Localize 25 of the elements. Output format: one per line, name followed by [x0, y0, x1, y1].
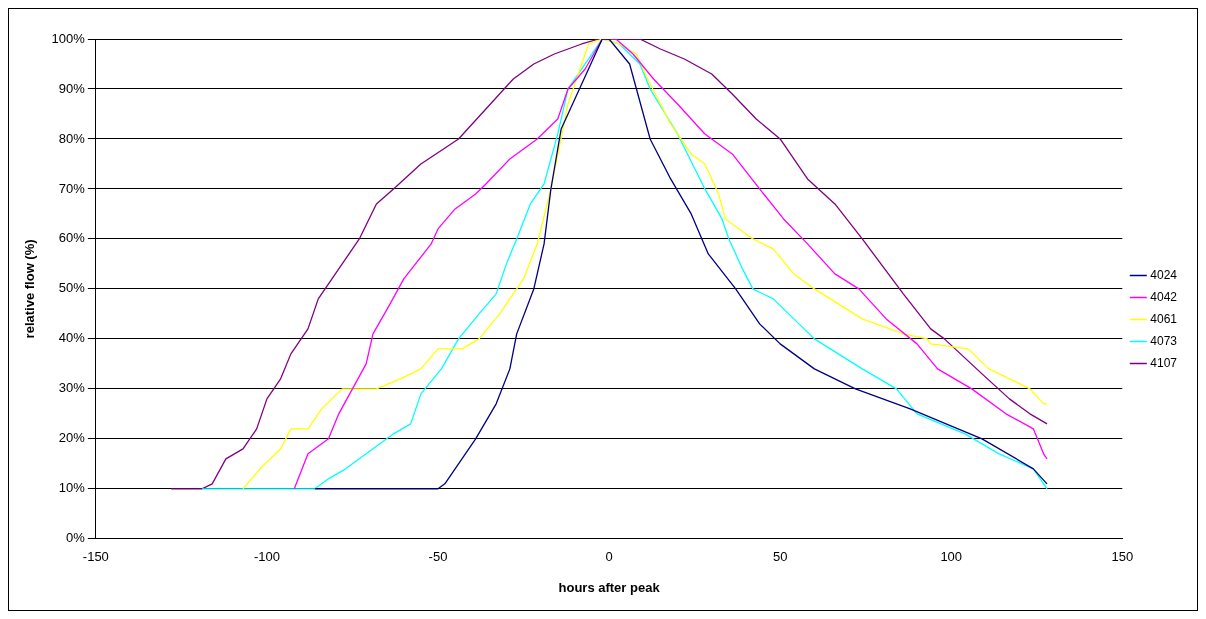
- legend-label: 4061: [1150, 311, 1178, 326]
- y-tick-label: 50%: [58, 280, 86, 296]
- x-tick-label: 150: [1111, 549, 1134, 565]
- legend-label: 4024: [1150, 267, 1178, 282]
- y-tick-label: 100%: [51, 30, 86, 46]
- x-tick-label: -100: [253, 549, 280, 565]
- x-tick-label: 50: [772, 549, 788, 565]
- x-axis-title: hours after peak: [558, 579, 661, 595]
- y-tick-label: 30%: [58, 380, 86, 396]
- y-tick-label: 20%: [58, 430, 86, 446]
- y-tick-label: 10%: [58, 480, 86, 496]
- x-tick-label: -50: [428, 549, 448, 565]
- legend-label: 4073: [1150, 333, 1178, 348]
- x-tick-label: 0: [605, 549, 613, 565]
- x-tick-label: 100: [940, 549, 963, 565]
- y-tick-label: 70%: [58, 180, 86, 196]
- y-tick-label: 0%: [66, 530, 86, 546]
- y-tick-label: 90%: [58, 80, 86, 96]
- legend-label: 4107: [1150, 355, 1178, 370]
- x-tick-label: -150: [82, 549, 109, 565]
- y-tick-label: 40%: [58, 330, 86, 346]
- y-tick-label: 80%: [58, 130, 86, 146]
- legend-label: 4042: [1150, 289, 1178, 304]
- y-axis-title: relative flow (%): [22, 239, 38, 339]
- y-tick-label: 60%: [58, 230, 86, 246]
